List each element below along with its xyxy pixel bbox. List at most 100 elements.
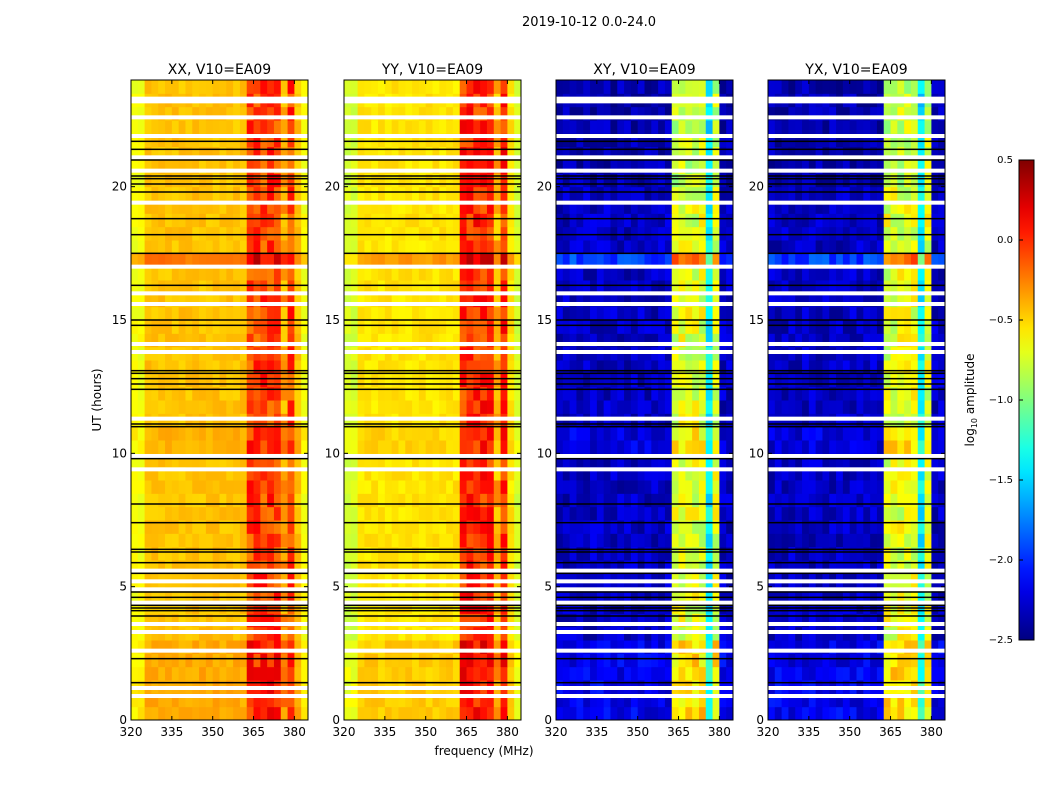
heatmap-cell bbox=[726, 480, 733, 494]
flagged-black-row bbox=[556, 319, 733, 321]
heatmap-cell bbox=[439, 480, 446, 494]
heatmap-cell bbox=[507, 427, 514, 441]
heatmap-cell bbox=[897, 373, 904, 387]
heatmap-cell bbox=[918, 533, 925, 547]
heatmap-cell bbox=[294, 707, 301, 721]
heatmap-cell bbox=[254, 480, 261, 494]
heatmap-cell bbox=[254, 427, 261, 441]
flagged-black-row bbox=[344, 682, 521, 684]
heatmap-cell bbox=[172, 240, 179, 254]
heatmap-cell bbox=[233, 400, 240, 414]
heatmap-cell bbox=[358, 373, 365, 387]
heatmap-cell bbox=[775, 267, 782, 281]
heatmap-cell bbox=[597, 320, 604, 334]
heatmap-cell bbox=[294, 320, 301, 334]
heatmap-cell bbox=[938, 227, 945, 241]
heatmap-cell bbox=[473, 440, 480, 454]
heatmap-cell bbox=[138, 427, 145, 441]
y-tick-label: 10 bbox=[325, 446, 340, 460]
heatmap-cell bbox=[726, 400, 733, 414]
heatmap-cell bbox=[439, 80, 446, 94]
heatmap-cell bbox=[884, 227, 891, 241]
heatmap-cell bbox=[433, 120, 440, 134]
flagged-black-row bbox=[556, 458, 733, 460]
heatmap-cell bbox=[788, 267, 795, 281]
heatmap-cell bbox=[563, 400, 570, 414]
heatmap-cell bbox=[870, 493, 877, 507]
heatmap-cell bbox=[494, 213, 501, 227]
heatmap-cell bbox=[364, 533, 371, 547]
heatmap-cell bbox=[679, 440, 686, 454]
heatmap-cell bbox=[672, 653, 679, 667]
heatmap-cell bbox=[426, 707, 433, 721]
heatmap-cell bbox=[405, 480, 412, 494]
heatmap-cell bbox=[151, 227, 158, 241]
flagged-black-row bbox=[556, 658, 733, 660]
heatmap-cell bbox=[604, 187, 611, 201]
heatmap-cell bbox=[467, 320, 474, 334]
heatmap-cell bbox=[850, 427, 857, 441]
heatmap-cell bbox=[131, 707, 138, 721]
heatmap-cell bbox=[206, 667, 213, 681]
heatmap-cell bbox=[809, 533, 816, 547]
heatmap-cell bbox=[433, 240, 440, 254]
heatmap-cell bbox=[925, 427, 932, 441]
heatmap-cell bbox=[911, 427, 918, 441]
heatmap-cell bbox=[460, 707, 467, 721]
heatmap-cell bbox=[576, 440, 583, 454]
heatmap-cell bbox=[274, 187, 281, 201]
flagged-blank-row bbox=[344, 342, 521, 346]
heatmap-cell bbox=[213, 400, 220, 414]
heatmap-cell bbox=[240, 227, 247, 241]
heatmap-cell bbox=[378, 493, 385, 507]
heatmap-cell bbox=[294, 653, 301, 667]
heatmap-cell bbox=[658, 400, 665, 414]
heatmap-cell bbox=[617, 707, 624, 721]
heatmap-cell bbox=[267, 493, 274, 507]
heatmap-cell bbox=[719, 240, 726, 254]
heatmap-cell bbox=[782, 427, 789, 441]
heatmap-cell bbox=[713, 480, 720, 494]
heatmap-cell bbox=[199, 227, 206, 241]
heatmap-cell bbox=[378, 707, 385, 721]
heatmap-cell bbox=[795, 427, 802, 441]
heatmap-cell bbox=[726, 307, 733, 321]
heatmap-cell bbox=[857, 307, 864, 321]
heatmap-cell bbox=[192, 480, 199, 494]
heatmap-cell bbox=[631, 493, 638, 507]
heatmap-cell bbox=[460, 120, 467, 134]
heatmap-cell bbox=[631, 533, 638, 547]
flagged-black-row bbox=[556, 549, 733, 551]
heatmap-cell bbox=[405, 400, 412, 414]
heatmap-cell bbox=[514, 120, 521, 134]
heatmap-cell bbox=[254, 307, 261, 321]
heatmap-cell bbox=[897, 427, 904, 441]
heatmap-cell bbox=[590, 80, 597, 94]
heatmap-cell bbox=[857, 360, 864, 374]
heatmap-cell bbox=[274, 667, 281, 681]
heatmap-cell bbox=[247, 653, 254, 667]
heatmap-cell bbox=[843, 307, 850, 321]
heatmap-cell bbox=[267, 427, 274, 441]
heatmap-cell bbox=[439, 533, 446, 547]
heatmap-cell bbox=[378, 187, 385, 201]
heatmap-cell bbox=[692, 667, 699, 681]
heatmap-cell bbox=[487, 440, 494, 454]
heatmap-cell bbox=[419, 507, 426, 521]
heatmap-cell bbox=[597, 360, 604, 374]
heatmap-cell bbox=[405, 267, 412, 281]
heatmap-cell bbox=[672, 667, 679, 681]
heatmap-cell bbox=[775, 507, 782, 521]
heatmap-cell bbox=[480, 440, 487, 454]
heatmap-cell bbox=[158, 440, 165, 454]
heatmap-cell bbox=[240, 667, 247, 681]
heatmap-cell bbox=[665, 240, 672, 254]
heatmap-cell bbox=[583, 120, 590, 134]
heatmap-cell bbox=[288, 267, 295, 281]
heatmap-cell bbox=[172, 653, 179, 667]
heatmap-cell bbox=[911, 480, 918, 494]
heatmap-cell bbox=[870, 360, 877, 374]
heatmap-cell bbox=[364, 373, 371, 387]
heatmap-cell bbox=[870, 240, 877, 254]
flagged-blank-row bbox=[131, 587, 308, 591]
